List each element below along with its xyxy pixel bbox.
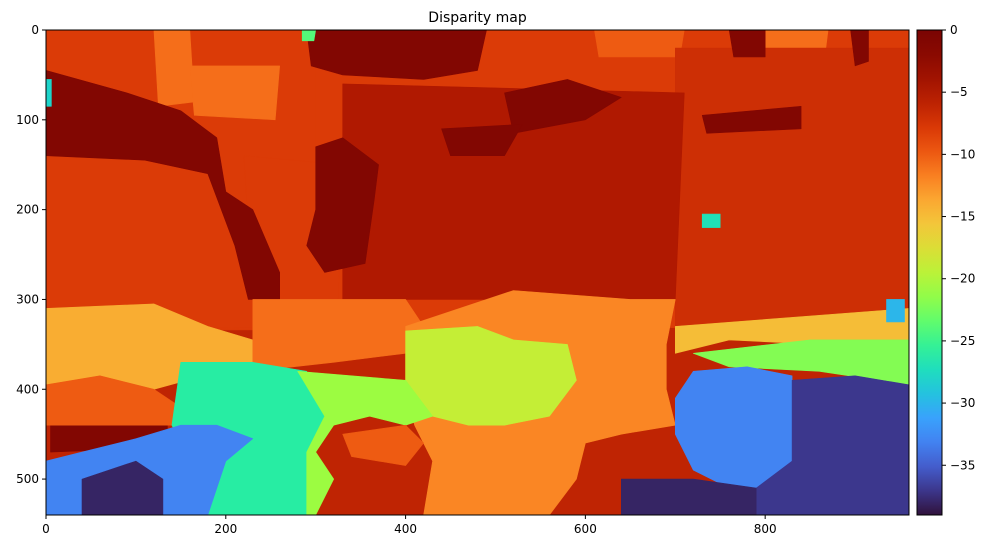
colorbar: 0 −5 −10 −15 −20 −25 −30 −35 [916, 23, 975, 516]
y-tick-label: 0 [31, 23, 39, 37]
colorbar-tick-label: −10 [950, 147, 975, 161]
colorbar-tick-label: −15 [950, 210, 975, 224]
region-maroon-right-b [441, 124, 523, 156]
region-maroon-right-e [850, 30, 869, 67]
region-green-right [692, 339, 909, 386]
region-maroon-top-centre [306, 30, 487, 80]
chart-title: Disparity map [428, 10, 527, 26]
y-tick-label: 200 [16, 203, 39, 217]
region-maroon-right-d [701, 106, 802, 134]
colorbar-tick-label: −35 [950, 458, 975, 472]
x-tick-label: 200 [214, 522, 237, 536]
x-tick-label: 800 [754, 522, 777, 536]
colorbar-tick-label: −5 [950, 85, 968, 99]
region-navy-right [755, 375, 909, 515]
colorbar-tick-label: 0 [950, 23, 958, 37]
region-light-orange-top-b [189, 65, 281, 121]
plot-area [46, 30, 909, 515]
region-cyan-speck-left [46, 79, 52, 107]
y-tick-label: 400 [16, 382, 39, 396]
colorbar-ticks: 0 −5 −10 −15 −20 −25 −30 −35 [942, 23, 975, 472]
region-cyan-speck-right [701, 213, 721, 228]
y-tick-label: 100 [16, 113, 39, 127]
region-cyan-speck-top [301, 30, 317, 42]
colorbar-gradient [916, 29, 943, 516]
region-maroon-top-left [46, 70, 281, 300]
region-light-orange-top-a [153, 30, 195, 107]
colorbar-tick-label: −25 [950, 334, 975, 348]
region-maroon-centre-body [306, 137, 379, 273]
colorbar-tick-label: −30 [950, 396, 975, 410]
y-tick-label: 300 [16, 292, 39, 306]
x-tick-label: 400 [394, 522, 417, 536]
x-tick-label: 0 [42, 522, 50, 536]
y-axis: 0 100 200 300 400 500 [16, 23, 46, 486]
region-navy-bottom-centre [620, 478, 757, 515]
region-maroon-right-c [728, 30, 766, 58]
region-orange-spot-centre [342, 424, 424, 466]
x-axis: 0 200 400 600 800 [42, 515, 777, 536]
region-cyan-speck-far-right [886, 299, 905, 323]
region-navy-bottom-left [81, 460, 164, 515]
region-light-orange-top-c [594, 30, 685, 58]
region-right-upper [674, 47, 909, 327]
region-green-centre [297, 370, 433, 515]
y-tick-label: 500 [16, 472, 39, 486]
colorbar-tick-label: −20 [950, 272, 975, 286]
plot-frame [45, 29, 910, 516]
x-tick-label: 600 [574, 522, 597, 536]
